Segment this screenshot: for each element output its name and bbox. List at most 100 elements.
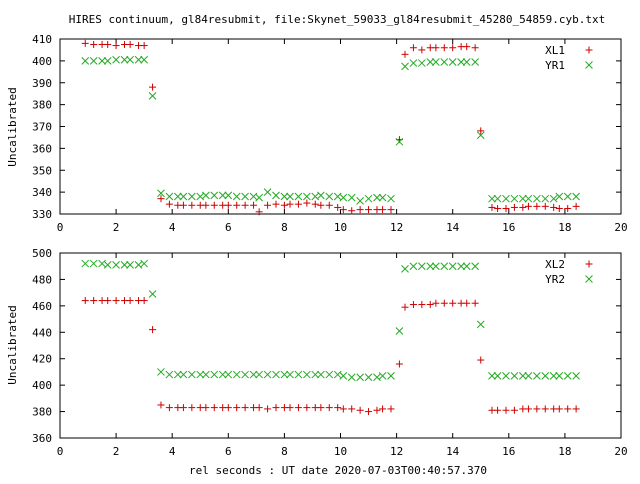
data-point-YR1 <box>356 197 364 205</box>
data-point-YR1 <box>120 55 129 64</box>
data-point-YR1 <box>140 55 149 64</box>
data-point-YR2 <box>165 370 174 379</box>
data-point-YR2 <box>378 372 387 380</box>
data-point-YR1 <box>134 55 143 64</box>
data-point-XL1 <box>365 206 373 214</box>
legend-label-YR1: YR1 <box>545 59 565 72</box>
data-point-YR2 <box>255 370 264 379</box>
y-tick-label: 350 <box>32 164 52 177</box>
data-point-XL1 <box>379 206 387 214</box>
data-point-XL1 <box>550 203 558 211</box>
data-point-XL1 <box>157 195 165 203</box>
data-point-YR1 <box>532 194 541 203</box>
x-tick-label: 4 <box>169 221 176 234</box>
data-point-XL1 <box>533 202 541 210</box>
data-point-YR1 <box>317 191 325 200</box>
x-tick-label: 8 <box>281 221 288 234</box>
data-point-XL1 <box>334 203 342 211</box>
data-point-YR2 <box>409 262 418 271</box>
data-point-XL2 <box>510 406 518 414</box>
data-point-YR1 <box>126 55 134 64</box>
data-point-YR1 <box>280 192 289 201</box>
y-tick-label: 420 <box>32 353 52 366</box>
data-point-YR1 <box>103 57 112 65</box>
data-point-XL1 <box>140 42 148 50</box>
y-tick-label: 330 <box>32 208 52 221</box>
y-tick-label: 400 <box>32 379 52 392</box>
plot-frame <box>59 38 622 215</box>
data-point-XL2 <box>255 404 263 412</box>
data-point-YR1 <box>417 59 426 67</box>
data-point-XL1 <box>339 206 347 214</box>
data-point-YR1 <box>572 192 580 201</box>
data-point-XL2 <box>449 299 457 307</box>
data-point-YR1 <box>555 192 564 201</box>
data-point-XL1 <box>280 201 288 209</box>
data-point-YR2 <box>493 372 502 380</box>
series-YR1 <box>81 55 580 205</box>
data-point-YR1 <box>173 192 182 201</box>
data-point-XL2 <box>401 303 409 311</box>
series-XL1 <box>81 39 580 216</box>
x-tick-label: 18 <box>558 221 571 234</box>
data-point-XL1 <box>264 201 272 209</box>
data-point-YR2 <box>179 370 188 379</box>
data-point-XL1 <box>272 200 280 208</box>
data-point-XL2 <box>418 301 426 309</box>
data-point-YR2 <box>126 261 134 269</box>
data-point-YR1 <box>218 191 227 200</box>
data-point-XL1 <box>317 201 325 209</box>
data-point-YR2 <box>302 370 311 379</box>
data-point-YR2 <box>563 372 572 380</box>
data-point-XL1 <box>224 201 232 209</box>
x-tick-label: 10 <box>334 221 347 234</box>
data-point-YR1 <box>157 189 165 198</box>
data-point-YR1 <box>286 192 294 201</box>
data-point-YR1 <box>294 192 303 201</box>
data-point-XL2 <box>541 405 549 413</box>
data-point-YR2 <box>210 370 219 379</box>
y-axis-label: Uncalibrated <box>6 305 19 384</box>
data-point-YR1 <box>325 192 334 201</box>
data-point-XL1 <box>149 83 157 91</box>
data-point-YR1 <box>488 194 496 203</box>
x-tick-label: 16 <box>502 221 515 234</box>
data-point-YR1 <box>373 193 381 202</box>
data-point-YR2 <box>280 370 289 379</box>
data-point-XL1 <box>502 205 510 213</box>
data-point-XL1 <box>165 200 173 208</box>
data-point-YR1 <box>395 137 404 146</box>
series-YR2 <box>81 259 580 382</box>
data-point-XL2 <box>494 406 502 414</box>
data-point-YR1 <box>263 188 272 196</box>
x-tick-label: 14 <box>446 445 460 458</box>
data-point-YR1 <box>448 58 457 66</box>
legend-marker-YR1 <box>585 61 593 69</box>
data-point-YR2 <box>432 262 440 271</box>
y-tick-label: 480 <box>32 273 52 286</box>
data-point-XL2 <box>202 404 210 412</box>
data-point-XL2 <box>379 405 387 413</box>
data-point-XL2 <box>90 297 98 305</box>
data-point-XL1 <box>572 202 580 210</box>
data-point-XL2 <box>325 404 333 412</box>
legend-label-XL1: XL1 <box>545 44 565 57</box>
data-point-YR1 <box>440 58 449 66</box>
data-point-XL1 <box>255 208 263 216</box>
data-point-XL1 <box>202 201 210 209</box>
data-point-YR2 <box>364 373 373 382</box>
y-tick-label: 500 <box>32 247 52 260</box>
data-point-YR2 <box>471 262 479 271</box>
data-point-XL1 <box>250 201 258 209</box>
data-point-YR1 <box>347 193 356 202</box>
data-point-XL1 <box>356 206 364 214</box>
data-point-XL2 <box>303 404 311 412</box>
data-point-XL1 <box>409 44 417 52</box>
data-point-XL2 <box>157 401 165 409</box>
x-axis-label: rel seconds : UT date 2020-07-03T00:40:5… <box>189 464 487 477</box>
data-point-YR2 <box>395 327 404 335</box>
y-tick-label: 370 <box>32 121 52 134</box>
y-tick-label: 360 <box>32 432 52 445</box>
series-XL2 <box>81 297 580 416</box>
data-point-YR1 <box>148 92 157 100</box>
